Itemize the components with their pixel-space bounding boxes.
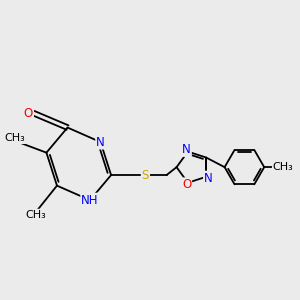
Text: CH₃: CH₃ — [273, 162, 294, 172]
Text: S: S — [142, 169, 149, 182]
Text: O: O — [182, 178, 191, 191]
Text: CH₃: CH₃ — [26, 210, 46, 220]
Text: CH₃: CH₃ — [4, 133, 25, 143]
Text: N: N — [204, 172, 213, 184]
Text: O: O — [24, 106, 33, 119]
Text: N: N — [182, 143, 191, 156]
Text: NH: NH — [81, 194, 99, 207]
Text: N: N — [96, 136, 105, 148]
